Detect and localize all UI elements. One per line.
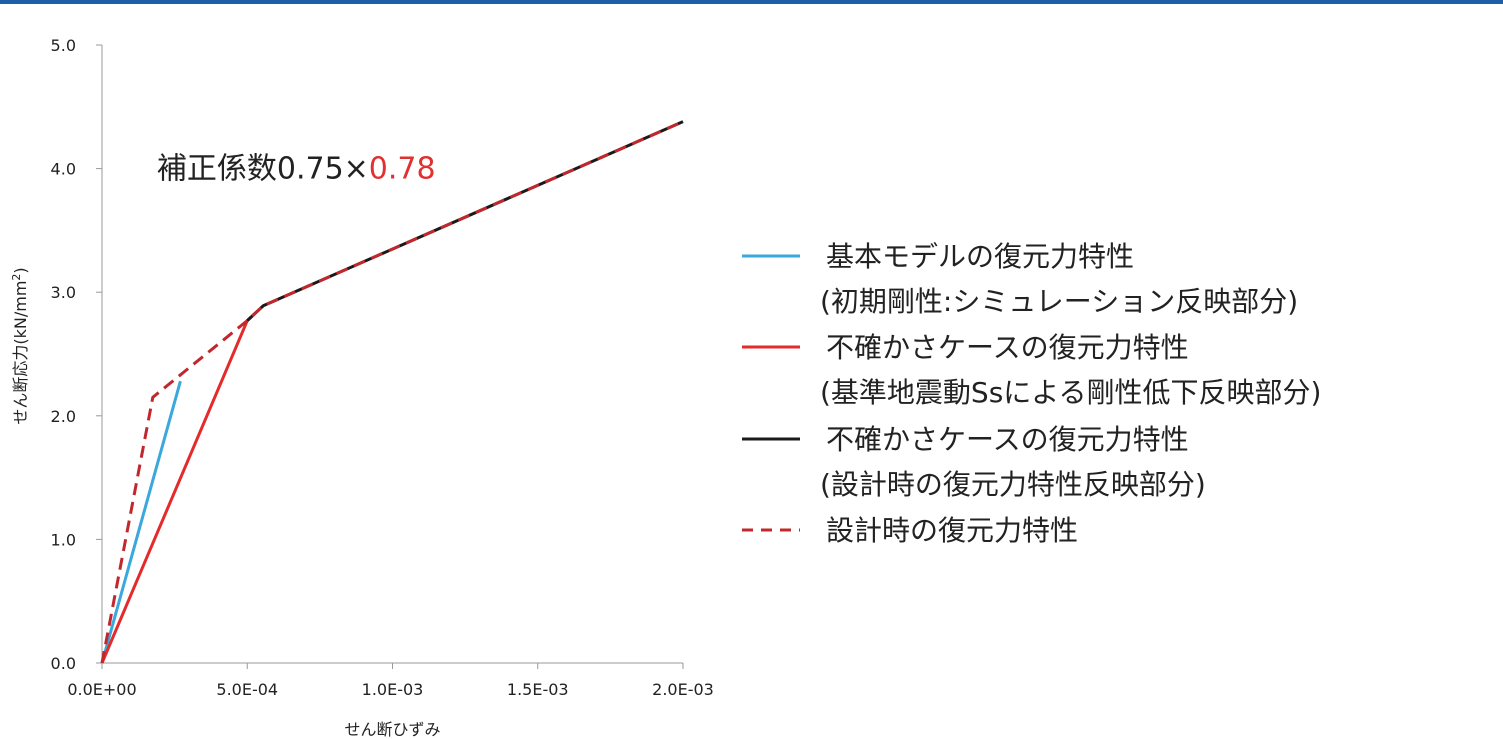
legend-label: 不確かさケースの復元力特性 bbox=[826, 423, 1189, 456]
legend-entry: 設計時の復元力特性 bbox=[742, 514, 1078, 547]
x-tick-label: 1.0E-03 bbox=[362, 680, 424, 699]
y-tick-label: 4.0 bbox=[51, 160, 76, 179]
x-axis-title: せん断ひずみ bbox=[344, 720, 440, 739]
series-line-4 bbox=[100, 120, 684, 664]
legend-label: 設計時の復元力特性 bbox=[826, 514, 1078, 547]
x-tick-label: 1.5E-03 bbox=[507, 680, 569, 699]
axes bbox=[101, 45, 683, 664]
legend-note: (設計時の復元力特性反映部分) bbox=[820, 468, 1206, 501]
y-ticks: 0.0 1.0 2.0 3.0 4.0 5.0 bbox=[51, 36, 102, 673]
correction-factor-annotation: 補正係数0.75×0.78 bbox=[157, 152, 436, 187]
y-axis-title-tail: ) bbox=[11, 267, 30, 273]
series-layer bbox=[100, 120, 684, 664]
correction-factor-prefix: 補正係数0.75× bbox=[157, 152, 369, 187]
y-axis-title-sup: 2 bbox=[10, 274, 23, 281]
y-tick-label: 3.0 bbox=[51, 283, 76, 302]
header-rule bbox=[0, 0, 1503, 4]
legend-note: (基準地震動Ssによる剛性低下反映部分) bbox=[820, 376, 1321, 409]
x-ticks: 0.0E+00 5.0E-04 1.0E-03 1.5E-03 2.0E-03 bbox=[67, 663, 714, 699]
legend-entry: 基本モデルの復元力特性 (初期剛性:シミュレーション反映部分) bbox=[742, 240, 1298, 318]
series-line-2 bbox=[100, 304, 265, 664]
y-tick-label: 2.0 bbox=[51, 407, 76, 426]
legend: 基本モデルの復元力特性 (初期剛性:シミュレーション反映部分) 不確かさケースの… bbox=[742, 240, 1321, 547]
legend-note: (初期剛性:シミュレーション反映部分) bbox=[820, 285, 1298, 318]
x-tick-label: 0.0E+00 bbox=[67, 680, 136, 699]
correction-factor-highlight: 0.78 bbox=[369, 152, 436, 187]
x-tick-label: 5.0E-04 bbox=[216, 680, 278, 699]
series-line-1 bbox=[100, 380, 182, 664]
legend-label: 不確かさケースの復元力特性 bbox=[826, 331, 1189, 364]
y-tick-label: 1.0 bbox=[51, 530, 76, 549]
y-axis-title-main: せん断応力(kN/mm bbox=[11, 281, 30, 425]
y-tick-label: 5.0 bbox=[51, 36, 76, 55]
y-tick-label: 0.0 bbox=[51, 654, 76, 673]
y-axis-title: せん断応力(kN/mm2) bbox=[10, 267, 31, 424]
legend-entry: 不確かさケースの復元力特性 (基準地震動Ssによる剛性低下反映部分) bbox=[742, 331, 1321, 409]
x-tick-label: 2.0E-03 bbox=[652, 680, 714, 699]
legend-label: 基本モデルの復元力特性 bbox=[826, 240, 1134, 273]
legend-entry: 不確かさケースの復元力特性 (設計時の復元力特性反映部分) bbox=[742, 423, 1206, 501]
